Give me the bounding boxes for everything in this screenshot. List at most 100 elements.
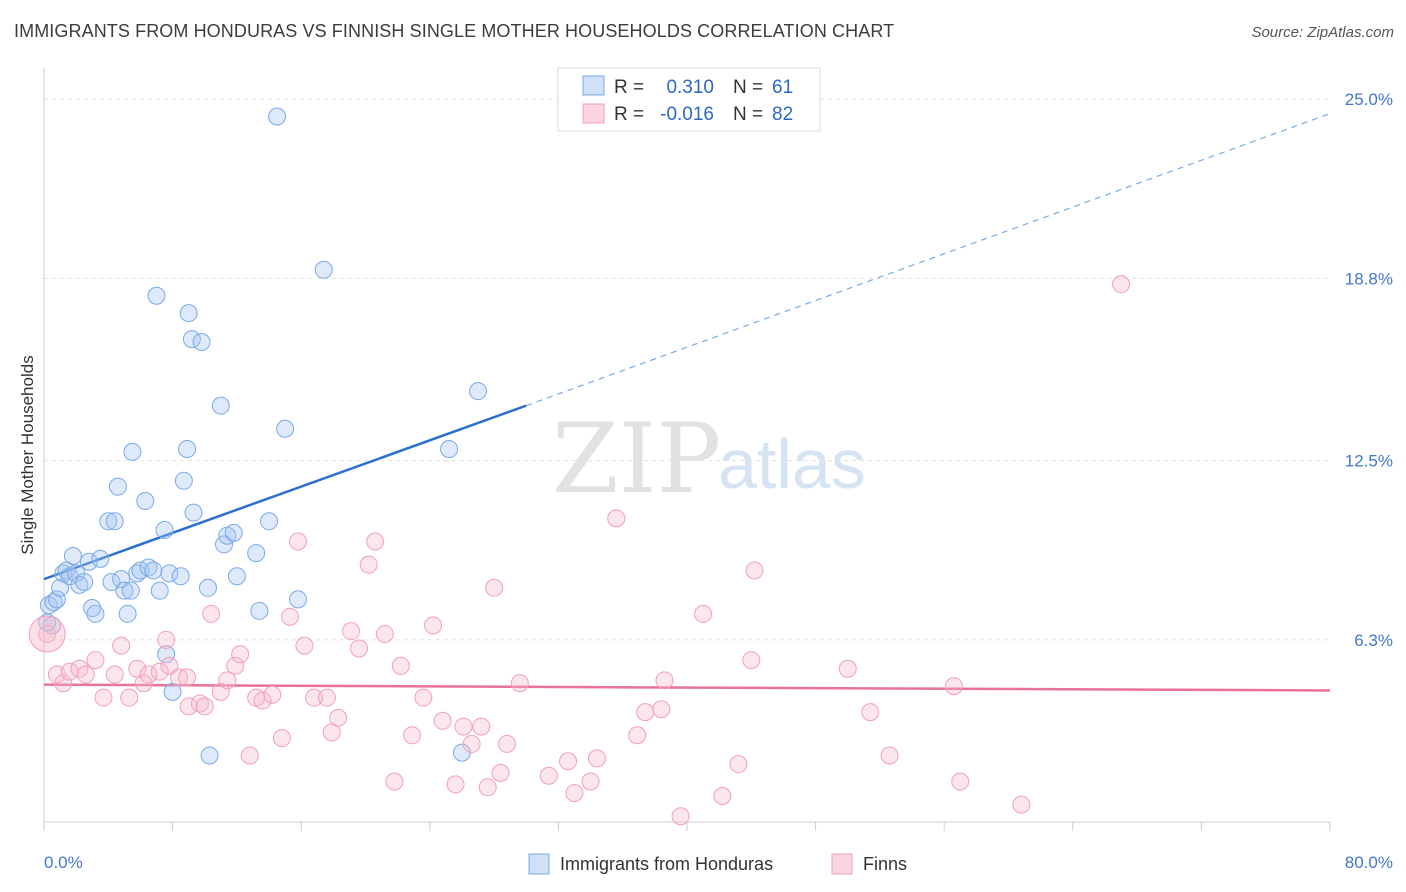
finns-point-45 xyxy=(391,656,410,675)
finns-point-51 xyxy=(454,717,473,736)
watermark-zip: ZIP xyxy=(552,403,721,515)
finns-point-42 xyxy=(366,532,385,551)
legend-r-value-2: -0.016 xyxy=(660,104,714,125)
finns-point-19 xyxy=(179,697,198,716)
honduras-point-54 xyxy=(276,419,295,438)
finns-point-34 xyxy=(295,636,314,655)
finns-large-point xyxy=(28,615,66,653)
finns-point-56 xyxy=(491,763,510,782)
honduras-point-27 xyxy=(136,492,155,511)
honduras-point-16 xyxy=(99,512,118,531)
finns-point-61 xyxy=(565,784,584,803)
x-tick-labels: 0.0% 80.0% xyxy=(44,853,1393,872)
honduras-point-42 xyxy=(192,333,211,352)
finns-point-6 xyxy=(86,651,105,670)
honduras-point-38 xyxy=(178,440,197,458)
finns-point-67 xyxy=(652,700,671,719)
finns-point-5 xyxy=(76,665,95,684)
finns-point-43 xyxy=(375,625,394,644)
finns-point-33 xyxy=(288,532,307,551)
finns-point-2 xyxy=(54,674,73,693)
finns-point-0 xyxy=(38,625,57,644)
finns-point-9 xyxy=(112,636,131,655)
honduras-point-28 xyxy=(139,558,158,577)
finns-point-18 xyxy=(178,668,197,687)
finns-point-25 xyxy=(226,656,245,675)
honduras-point-34 xyxy=(160,564,179,583)
finns-point-59 xyxy=(539,766,558,785)
finns-point-23 xyxy=(211,682,230,701)
finns-point-14 xyxy=(150,662,169,681)
legend-r-value-1: 0.310 xyxy=(666,77,714,98)
finns-point-80 xyxy=(1112,275,1131,294)
finns-point-73 xyxy=(742,651,761,670)
gridlines xyxy=(44,98,1330,641)
finns-point-75 xyxy=(838,659,857,678)
honduras-point-4 xyxy=(51,578,70,597)
legend-r-label-1: R = xyxy=(614,77,644,98)
watermark-atlas: atlas xyxy=(718,425,866,503)
honduras-point-23 xyxy=(121,581,140,600)
legend-n-label-1: N = xyxy=(733,77,763,98)
honduras-point-21 xyxy=(115,581,134,600)
finns-point-13 xyxy=(139,665,158,684)
honduras-point-19 xyxy=(108,477,127,496)
finns-point-31 xyxy=(272,729,291,748)
finns-point-53 xyxy=(472,717,491,736)
finns-point-55 xyxy=(485,578,504,597)
finns-point-12 xyxy=(134,674,153,693)
chart-title: IMMIGRANTS FROM HONDURAS VS FINNISH SING… xyxy=(14,21,895,41)
finns-point-41 xyxy=(359,555,378,574)
finns-point-58 xyxy=(510,674,529,693)
honduras-point-49 xyxy=(227,567,246,586)
honduras-point-12 xyxy=(80,552,99,571)
chart-source: Source: ZipAtlas.com xyxy=(1251,24,1394,41)
honduras-point-29 xyxy=(144,561,163,580)
honduras-point-57 xyxy=(440,440,459,458)
honduras-point-14 xyxy=(86,604,105,623)
finns-point-72 xyxy=(729,755,748,774)
bottom-legend: Immigrants from Honduras Finns xyxy=(528,853,907,875)
trend-lines xyxy=(43,113,1331,692)
finns-point-81 xyxy=(1012,795,1031,814)
honduras-point-24 xyxy=(123,442,142,461)
legend-n-value-2: 82 xyxy=(772,104,793,125)
finns-point-70 xyxy=(694,604,713,623)
honduras-point-43 xyxy=(198,578,217,597)
honduras-point-31 xyxy=(150,581,169,600)
honduras-point-45 xyxy=(211,396,230,415)
finns-point-22 xyxy=(202,604,221,623)
y-tick-label-1: 12.5% xyxy=(1345,452,1393,471)
finns-point-40 xyxy=(350,639,369,658)
honduras-trend-extension xyxy=(526,113,1331,407)
finns-point-44 xyxy=(385,772,404,791)
honduras-point-10 xyxy=(70,575,89,594)
finns-point-35 xyxy=(305,688,324,707)
finns-point-65 xyxy=(628,726,647,745)
legend-swatch-finns xyxy=(582,103,605,124)
finns-point-21 xyxy=(195,697,214,716)
finns-point-20 xyxy=(190,694,209,713)
honduras-point-44 xyxy=(200,746,219,765)
honduras-point-41 xyxy=(184,503,203,522)
finns-point-52 xyxy=(462,734,481,753)
finns-point-64 xyxy=(607,509,626,528)
data-points xyxy=(28,107,1131,826)
honduras-point-11 xyxy=(75,573,94,592)
finns-point-79 xyxy=(951,772,970,791)
honduras-point-39 xyxy=(179,304,198,323)
finns-point-57 xyxy=(497,734,516,753)
honduras-point-53 xyxy=(268,107,287,126)
honduras-point-18 xyxy=(105,512,124,531)
honduras-point-37 xyxy=(174,471,193,490)
honduras-point-51 xyxy=(250,601,269,620)
y-tick-labels: 6.3% 12.5% 18.8% 25.0% xyxy=(1345,90,1393,650)
bottom-legend-swatch-finns xyxy=(831,853,853,875)
finns-point-76 xyxy=(861,703,880,722)
finns-point-16 xyxy=(160,656,179,675)
finns-point-66 xyxy=(636,703,655,722)
y-tick-label-2: 18.8% xyxy=(1345,269,1393,288)
x-tick-label-max: 80.0% xyxy=(1345,853,1393,872)
honduras-point-36 xyxy=(171,567,190,586)
finns-point-50 xyxy=(446,775,465,794)
